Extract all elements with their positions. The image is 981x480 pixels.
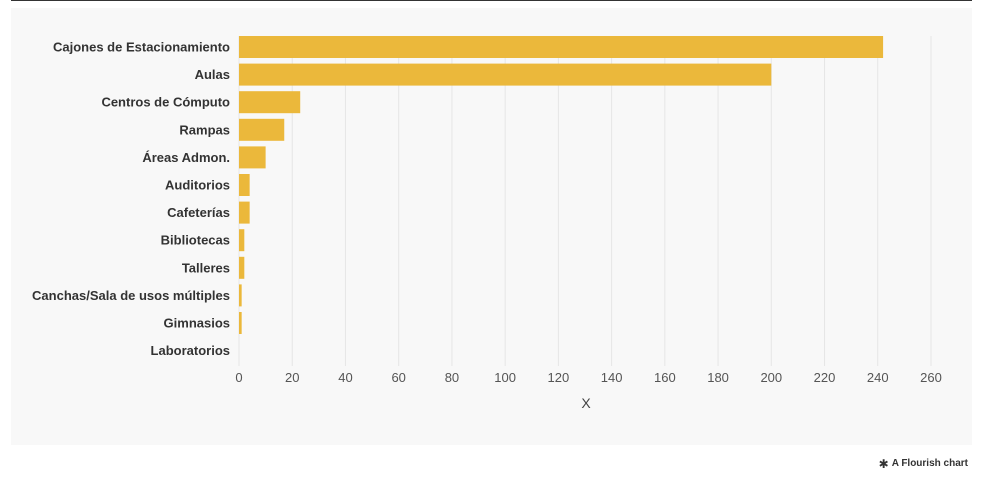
category-label: Aulas: [195, 67, 230, 82]
bar[interactable]: [239, 229, 245, 252]
x-tick-label: 40: [338, 370, 352, 385]
top-rule: [11, 0, 972, 1]
bar[interactable]: [239, 174, 250, 196]
category-label: Cajones de Estacionamiento: [53, 40, 230, 55]
bar-chart: Cajones de Estacionamiento Aulas Centros d…: [32, 36, 942, 411]
category-label: Centros de Cómputo: [101, 95, 230, 110]
x-tick-label: 120: [548, 370, 570, 385]
x-tick-label: 200: [760, 370, 782, 385]
bar[interactable]: [239, 91, 301, 114]
category-label: Áreas Admon.: [142, 150, 230, 165]
bar[interactable]: [239, 312, 242, 334]
bar[interactable]: [239, 201, 250, 224]
x-tick-label: 0: [235, 370, 242, 385]
x-tick-label: 160: [654, 370, 676, 385]
x-tick-label: 80: [445, 370, 459, 385]
category-label: Gimnasios: [164, 316, 230, 331]
bar[interactable]: [239, 118, 285, 141]
bar[interactable]: [239, 36, 884, 58]
category-label: Bibliotecas: [161, 233, 230, 248]
category-labels: Cajones de Estacionamiento Aulas Centros d…: [32, 40, 230, 359]
x-tick-label: 260: [920, 370, 942, 385]
x-tick-label: 220: [814, 370, 836, 385]
category-label: Laboratorios: [151, 343, 230, 358]
asterisk-icon: ✱: [878, 456, 889, 471]
credit-text: A Flourish chart: [891, 458, 968, 469]
x-tick-label: 60: [391, 370, 405, 385]
x-tick-label: 180: [707, 370, 729, 385]
category-label: Talleres: [182, 260, 230, 275]
x-tick-label: 100: [494, 370, 516, 385]
x-axis-title: X: [581, 395, 591, 411]
gridlines: [238, 36, 932, 366]
x-tick-label: 240: [867, 370, 889, 385]
bars: [239, 36, 884, 334]
chart-panel: Cajones de Estacionamiento Aulas Centros d…: [11, 8, 972, 445]
category-label: Canchas/Sala de usos múltiples: [32, 288, 230, 303]
category-label: Rampas: [179, 122, 230, 137]
category-label: Auditorios: [165, 178, 230, 193]
bar[interactable]: [239, 63, 772, 86]
category-label: Cafeterías: [167, 205, 230, 220]
bar[interactable]: [239, 146, 266, 169]
x-tick-label: 20: [285, 370, 299, 385]
bar[interactable]: [239, 284, 242, 307]
x-axis-ticks: 0 20 40 60 80 100 120 140 160 180 200 220 240 260: [235, 370, 941, 385]
flourish-credit[interactable]: ✱ A Flourish chart: [878, 456, 968, 471]
x-tick-label: 140: [601, 370, 623, 385]
bar[interactable]: [239, 256, 245, 279]
